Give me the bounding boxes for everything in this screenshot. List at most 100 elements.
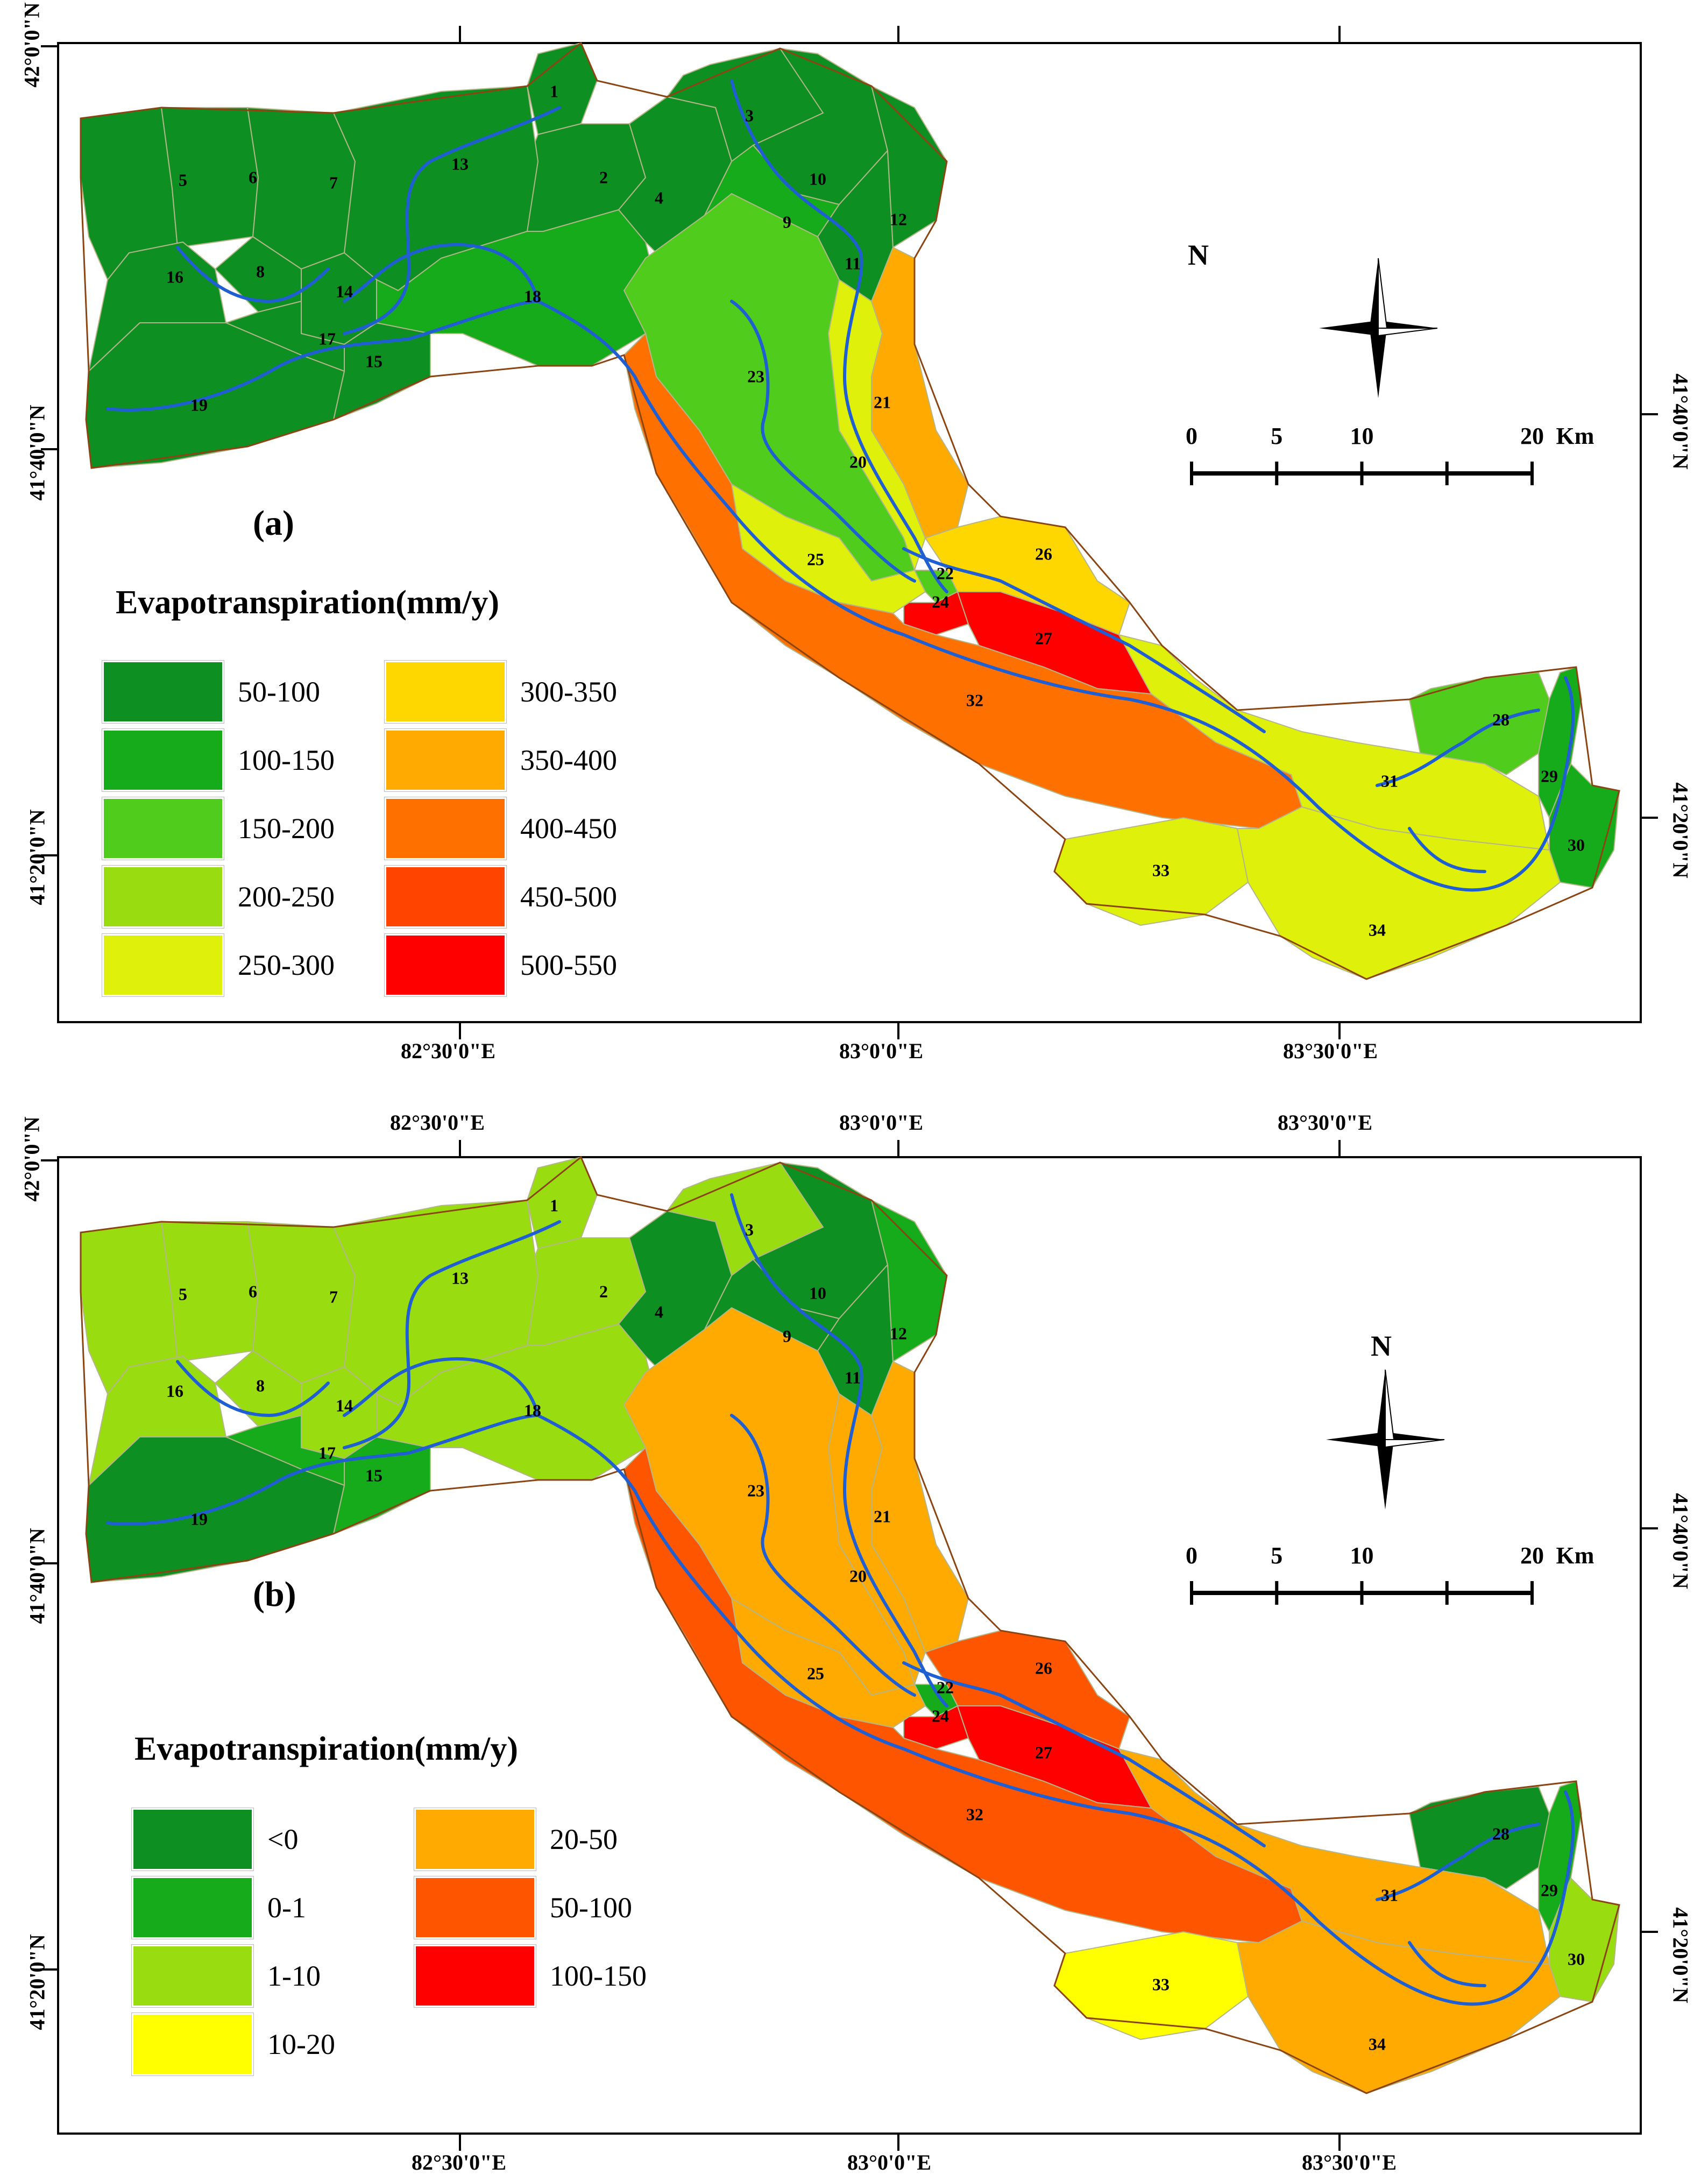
map-b-canvas: [41, 1140, 1658, 2151]
legend-label: 100-150: [550, 1960, 647, 1992]
subbasin-26: [924, 515, 1131, 636]
legend-label: 1-10: [267, 1960, 321, 1992]
subbasin-label-8: 8: [256, 1376, 265, 1395]
subbasin-label-18: 18: [524, 1400, 541, 1420]
subbasin-label-2: 2: [599, 167, 608, 187]
map-a-canvas: [41, 26, 1658, 1039]
subbasin-26: [924, 1630, 1131, 1750]
north-arrow-highlight: [1385, 1369, 1395, 1440]
subbasin-label-19: 19: [190, 1509, 208, 1529]
legend-label: 300-350: [520, 676, 617, 708]
subbasin-label-12: 12: [890, 1323, 907, 1343]
subbasin-label-16: 16: [166, 267, 183, 287]
subbasin-label-5: 5: [179, 170, 187, 190]
river-line: [343, 243, 540, 303]
north-arrow-highlight: [1378, 328, 1438, 337]
subbasin-29: [1538, 666, 1583, 819]
legend-item: 100-150: [102, 728, 335, 792]
legend-label: 10-20: [267, 2028, 335, 2060]
river-line: [343, 1220, 561, 1449]
river-line: [343, 1357, 540, 1417]
right-lat-label: 41°20'0"N: [1668, 782, 1693, 878]
subbasin-label-15: 15: [365, 1465, 382, 1485]
legend-item: 1-10: [131, 1944, 321, 2008]
legend-label: 20-50: [550, 1823, 618, 1855]
top-lon-label: 82°30'0"E: [390, 1110, 485, 1135]
river-line: [106, 299, 1575, 892]
legend-swatch: [384, 933, 507, 997]
subbasin-label-13: 13: [451, 1268, 469, 1288]
north-label: N: [1371, 1330, 1392, 1362]
subbasin-label-23: 23: [747, 1480, 764, 1500]
subbasin-6: [160, 107, 259, 249]
subbasin-label-20: 20: [849, 452, 867, 472]
subbasin-label-6: 6: [249, 167, 257, 187]
river-line: [176, 246, 330, 303]
subbasin-label-8: 8: [256, 261, 265, 281]
subbasin-label-3: 3: [745, 1220, 754, 1239]
river-line: [730, 79, 948, 593]
legend-label: 400-450: [520, 812, 617, 845]
legend-swatch: [414, 1876, 536, 1939]
subbasin-label-33: 33: [1152, 1974, 1170, 1994]
legend-swatch: [131, 2013, 254, 2076]
subbasin-label-14: 14: [336, 1395, 353, 1415]
bottom-lon-label: 83°30'0"E: [1283, 1039, 1378, 1063]
legend-label: 250-300: [238, 949, 335, 981]
north-arrow-icon: [1326, 1369, 1445, 1510]
subbasin-label-15: 15: [365, 351, 382, 371]
subbasin-label-22: 22: [937, 1677, 954, 1697]
map-frame: [57, 42, 1642, 1023]
right-lat-label: 41°40'0"N: [1668, 373, 1693, 470]
bottom-lon-label: 83°0'0"E: [839, 1039, 923, 1063]
right-lat-label: 41°20'0"N: [1668, 1907, 1693, 2003]
legend-item: <0: [131, 1808, 298, 1871]
subbasin-label-28: 28: [1492, 710, 1509, 729]
north-arrow-highlight: [1385, 1439, 1445, 1448]
legend-item: 20-50: [414, 1808, 618, 1871]
bottom-lon-label: 83°30'0"E: [1302, 2150, 1397, 2174]
subbasin-label-9: 9: [783, 212, 791, 232]
legend-swatch: [384, 660, 507, 724]
subbasin-label-19: 19: [190, 395, 208, 415]
legend-label: 100-150: [238, 744, 335, 776]
subbasin-label-9: 9: [783, 1326, 791, 1346]
legend-title: Evapotranspiration(mm/y): [116, 584, 499, 621]
scale-tick-label: 5: [1271, 1542, 1283, 1569]
left-lat-label: 41°20'0"N: [25, 1934, 49, 2030]
river-line: [1376, 1823, 1540, 1901]
subbasin-label-3: 3: [745, 105, 754, 125]
legend-swatch: [102, 933, 224, 997]
subbasin-label-11: 11: [844, 253, 861, 273]
subbasin-label-34: 34: [1369, 2034, 1386, 2054]
subbasin-label-4: 4: [655, 1302, 663, 1322]
subbasin-label-1: 1: [550, 1195, 558, 1215]
legend-swatch: [414, 1944, 536, 2008]
subbasin-label-5: 5: [179, 1284, 187, 1304]
legend-item: 350-400: [384, 728, 617, 792]
subbasin-label-28: 28: [1492, 1824, 1509, 1844]
subbasin-label-24: 24: [932, 1706, 949, 1726]
subbasin-label-25: 25: [807, 1663, 824, 1683]
subbasin-label-11: 11: [844, 1368, 861, 1387]
legend-label: 50-100: [550, 1891, 632, 1924]
river-line: [106, 1413, 1575, 2006]
left-lat-label: 42°0'0"N: [19, 2, 44, 88]
legend-swatch: [384, 865, 507, 929]
north-label: N: [1188, 239, 1209, 271]
legend-label: 150-200: [238, 812, 335, 845]
legend-label: 500-550: [520, 949, 617, 981]
subbasin-label-25: 25: [807, 549, 824, 569]
subbasin-label-1: 1: [550, 81, 558, 101]
scale-tick-label: 0: [1186, 1542, 1197, 1569]
scale-tick-label: 0: [1186, 423, 1197, 449]
legend-swatch: [384, 728, 507, 792]
subbasin-6: [160, 1221, 259, 1363]
legend-label: 350-400: [520, 744, 617, 776]
top-lon-label: 83°0'0"E: [839, 1110, 923, 1135]
subbasin-label-13: 13: [451, 154, 469, 174]
watershed-boundary: [80, 41, 1620, 980]
subbasin-label-10: 10: [809, 169, 826, 189]
north-arrow-highlight: [1378, 258, 1388, 329]
left-lat-label: 41°20'0"N: [25, 809, 49, 905]
